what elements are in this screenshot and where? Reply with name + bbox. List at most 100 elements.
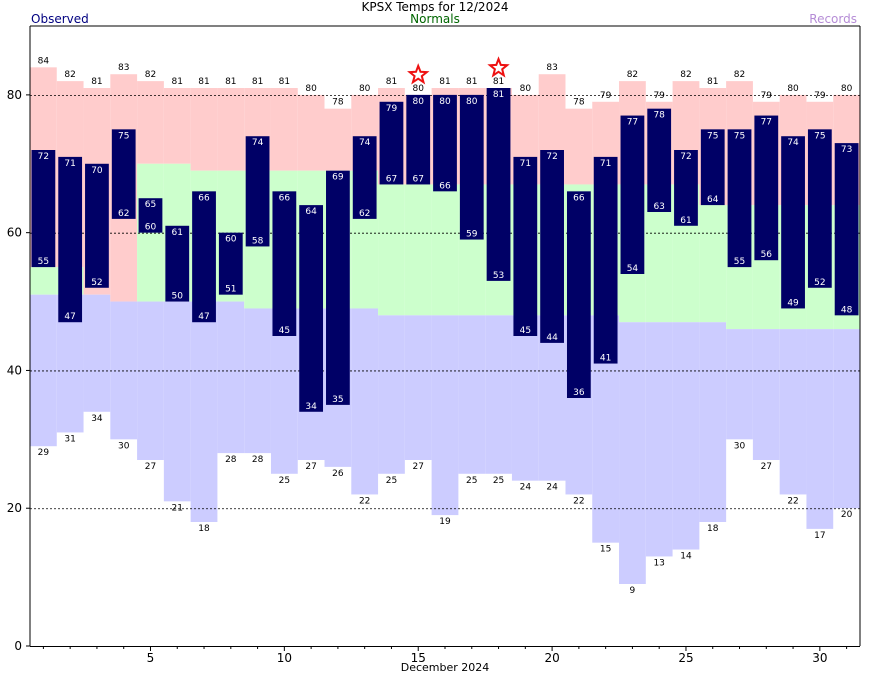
observed-low-label: 41: [600, 354, 611, 364]
record-low-label: 15: [600, 545, 611, 555]
observed-high-label: 66: [573, 193, 585, 203]
record-low-label: 24: [520, 483, 532, 493]
record-low-label: 21: [172, 503, 183, 513]
record-low-label: 22: [359, 496, 370, 506]
observed-low-label: 48: [841, 305, 853, 315]
observed-high-label: 74: [252, 138, 264, 148]
observed-low-label: 52: [91, 278, 102, 288]
observed-low-label: 53: [493, 271, 504, 281]
record-high-label: 81: [386, 77, 397, 87]
observed-bar: [807, 129, 832, 288]
observed-high-label: 78: [653, 111, 665, 121]
record-low-band: [217, 301, 245, 454]
record-low-band: [110, 301, 138, 440]
normal-band: [431, 184, 459, 316]
record-high-label: 84: [38, 56, 50, 66]
observed-low-label: 63: [653, 202, 664, 212]
observed-high-label: 75: [118, 131, 129, 141]
observed-bar: [727, 129, 752, 268]
value-labels: 72 55 84 29 71 47 82 31 70 52 81 34 75 62 83 30 65 60 82 27…: [38, 56, 853, 596]
record-low-band: [458, 315, 486, 474]
observed-high-label: 77: [627, 118, 638, 128]
record-low-label: 27: [145, 462, 156, 472]
observed-high-label: 71: [520, 159, 531, 169]
record-high-band: [163, 88, 191, 164]
legend-observed: Observed: [31, 12, 89, 26]
observed-bar: [593, 156, 618, 364]
record-low-label: 17: [814, 531, 825, 541]
chart-title: KPSX Temps for 12/2024: [361, 0, 509, 14]
observed-high-label: 74: [787, 138, 799, 148]
record-high-label: 80: [412, 84, 424, 94]
record-low-label: 9: [630, 586, 636, 596]
observed-low-label: 67: [412, 174, 423, 184]
observed-high-label: 81: [493, 90, 504, 100]
record-low-band: [378, 315, 405, 474]
record-star-icon: [407, 63, 430, 85]
record-low-band: [163, 301, 191, 502]
normal-band: [378, 184, 405, 316]
record-low-band: [190, 301, 218, 522]
record-high-label: 79: [653, 91, 665, 101]
record-low-band: [619, 322, 646, 584]
observed-high-label: 61: [172, 228, 183, 238]
record-low-band: [485, 315, 512, 474]
observed-bar: [138, 198, 163, 233]
record-high-label: 80: [305, 84, 317, 94]
y-tick-label: 0: [14, 639, 22, 653]
observed-low-label: 47: [64, 312, 75, 322]
record-low-band: [779, 329, 807, 495]
record-high-label: 78: [332, 98, 344, 108]
x-tick-label: 5: [147, 651, 155, 665]
record-high-label: 80: [520, 84, 532, 94]
observed-bar: [85, 163, 109, 288]
normal-band: [699, 205, 727, 323]
record-low-label: 28: [225, 455, 237, 465]
record-low-band: [351, 308, 379, 495]
observed-high-label: 75: [734, 131, 745, 141]
record-low-label: 29: [38, 448, 50, 458]
observed-low-label: 52: [814, 278, 825, 288]
record-low-label: 14: [680, 552, 692, 562]
record-low-band: [404, 315, 432, 460]
observed-bar: [218, 232, 243, 295]
observed-low-label: 67: [386, 174, 397, 184]
record-high-label: 81: [439, 77, 450, 87]
record-high-label: 81: [493, 77, 504, 87]
observed-low-label: 44: [546, 333, 558, 343]
observed-bar: [245, 136, 270, 247]
observed-high-label: 75: [814, 131, 825, 141]
record-high-label: 79: [761, 91, 773, 101]
observed-bar: [620, 115, 645, 274]
record-low-label: 24: [546, 483, 558, 493]
record-low-label: 30: [118, 441, 130, 451]
observed-low-label: 51: [225, 285, 236, 295]
observed-high-label: 80: [412, 97, 424, 107]
record-high-label: 81: [172, 77, 183, 87]
record-low-band: [511, 315, 539, 481]
observed-low-label: 56: [761, 250, 773, 260]
record-high-band: [297, 94, 325, 171]
observed-high-label: 66: [279, 193, 291, 203]
observed-low-label: 62: [118, 209, 129, 219]
observed-low-label: 55: [734, 257, 745, 267]
record-low-label: 13: [653, 558, 664, 568]
observed-bar: [433, 94, 457, 192]
x-axis-label: December 2024: [400, 661, 490, 674]
record-high-label: 80: [841, 84, 853, 94]
observed-low-label: 55: [38, 257, 49, 267]
record-high-band: [137, 81, 164, 164]
record-high-band: [565, 108, 593, 185]
observed-high-label: 70: [91, 166, 103, 176]
observed-bar: [781, 136, 805, 309]
observed-low-label: 49: [787, 298, 799, 308]
observed-bar: [700, 129, 725, 206]
observed-bar: [272, 191, 297, 336]
record-high-band: [270, 88, 298, 171]
y-tick-label: 20: [7, 501, 22, 515]
record-high-label: 81: [279, 77, 290, 87]
record-star-icon: [487, 56, 510, 78]
observed-low-label: 64: [707, 195, 719, 205]
record-high-label: 82: [64, 70, 75, 80]
record-high-label: 79: [814, 91, 826, 101]
